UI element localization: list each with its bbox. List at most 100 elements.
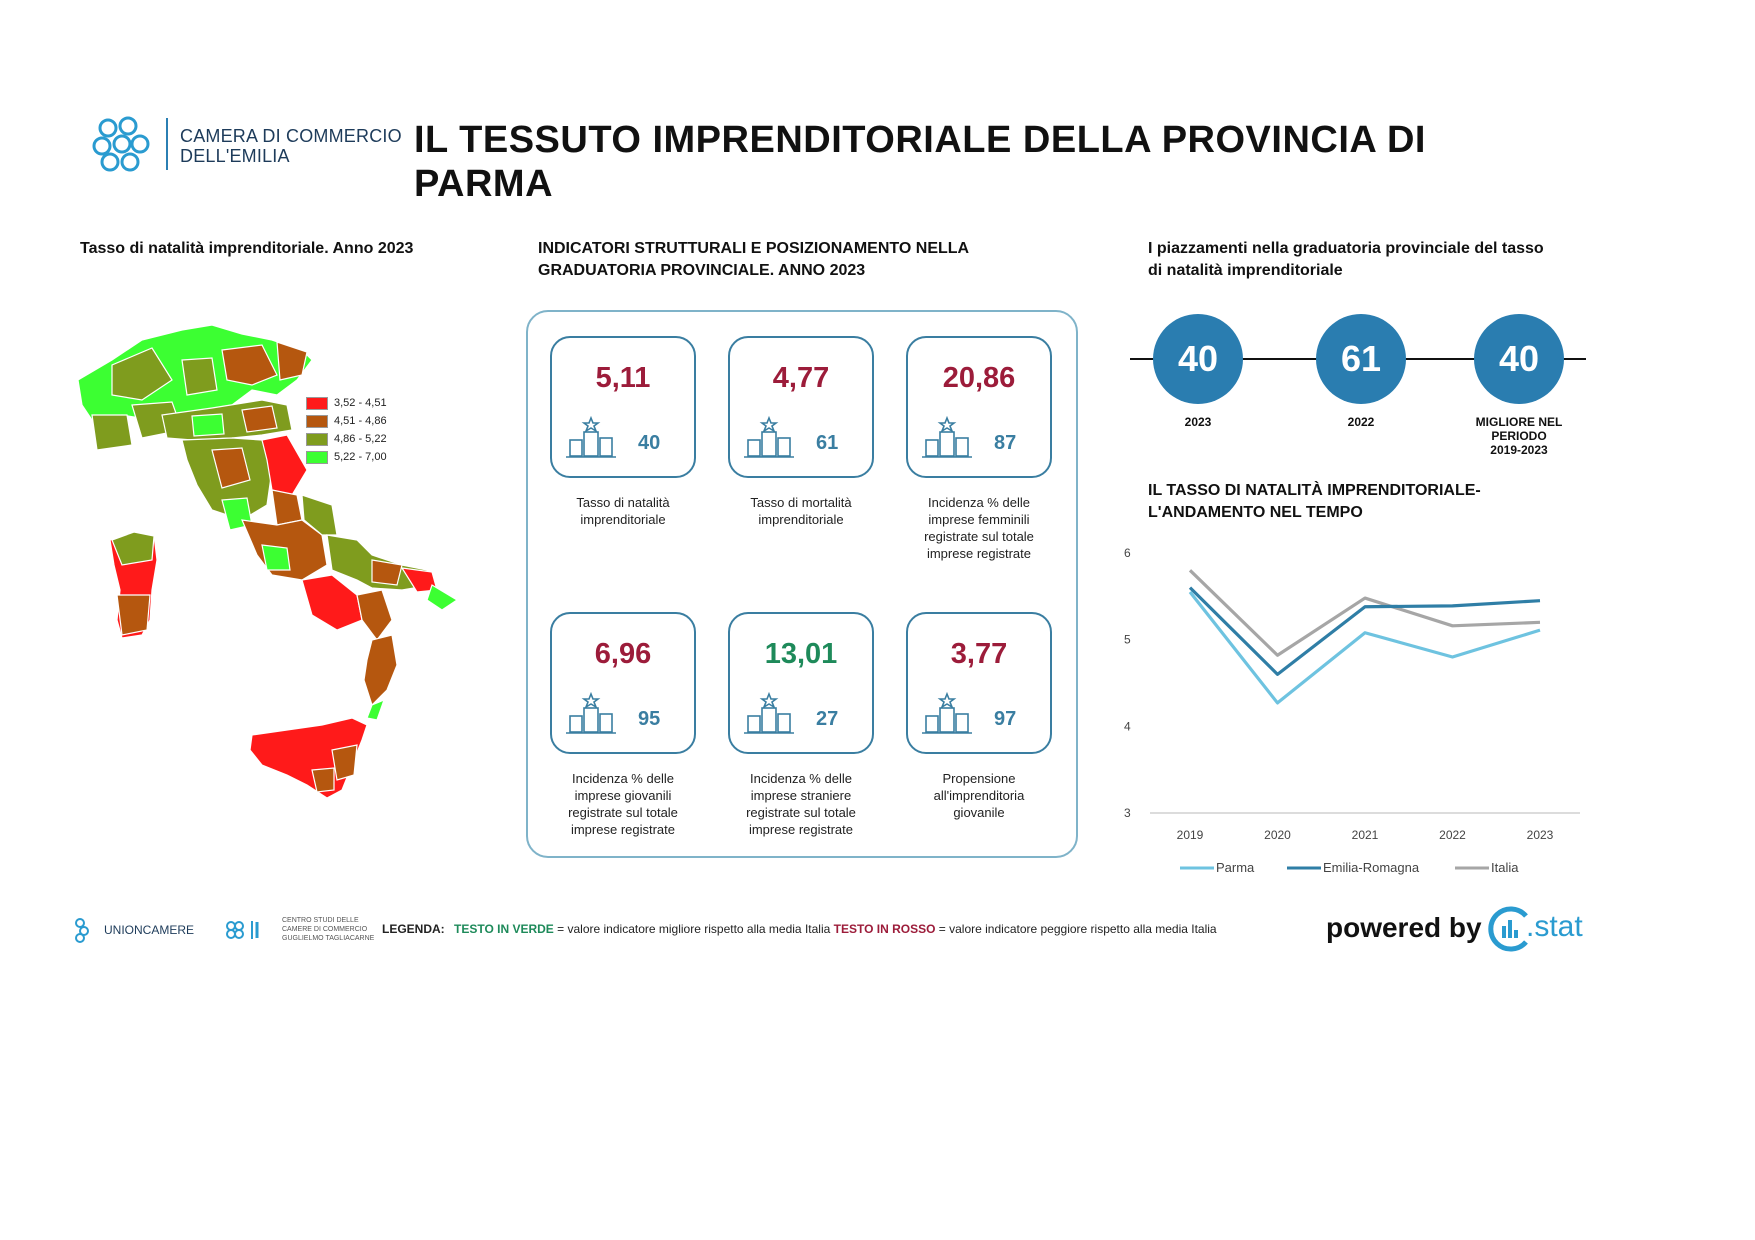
indicator-value: 4,77 [772,362,830,394]
trend-title-line2: L'ANDAMENTO NEL TEMPO [1148,504,1363,521]
indicator-rank: 95 [638,708,661,730]
indicator-caption-line: registrate sul totale [924,529,1034,544]
rank-circle: 40 [1153,314,1243,404]
indicator-value: 5,11 [595,362,651,394]
podium-icon [744,415,794,460]
indicator-caption-line: Incidenza % delle [572,771,674,786]
indicator-caption: Tasso di natalità imprenditoriale [538,494,708,528]
indicator-value: 13,01 [764,638,838,670]
indicator-caption: Incidenza % delle imprese straniere regist… [716,770,886,838]
trend-title: IL TASSO DI NATALITÀ IMPRENDITORIALE- L'… [1148,480,1481,524]
x-tick-label: 2022 [1439,828,1466,842]
indicator-card: 5,11 40 [550,336,696,478]
indicator-caption: Incidenza % delle imprese giovanili regist… [538,770,708,838]
rankings-title: I piazzamenti nella graduatoria provinci… [1148,238,1544,282]
x-tick-label: 2021 [1352,828,1379,842]
trend-chart: 3 4 5 6 2019 2020 2021 2022 2023 Parma Emilia-Roma… [1124,546,1580,875]
rank-label-line: 2023 [1184,415,1212,429]
header-separator [166,118,168,170]
legend-swatch [306,450,328,464]
indicator-rank: 40 [638,432,661,454]
series-line [1188,586,1541,676]
rank-label: 2023 [1138,415,1258,429]
indicator-card: 6,96 95 [550,612,696,754]
legend-label: 3,52 - 4,51 [334,397,387,409]
page-title-line2: PARMA [414,163,554,205]
indicator-rank: 27 [816,708,839,730]
page-title-line1: IL TESSUTO IMPRENDITORIALE DELLA PROVINC… [414,119,1426,161]
rank-label-line: 2022 [1347,415,1375,429]
map-legend: 3,52 - 4,51 4,51 - 4,86 4,86 - 5,22 5,22… [306,394,387,466]
centro-studi-label: CENTRO STUDI DELLE CAMERE DI COMMERCIO G… [282,916,374,943]
podium-icon [744,691,794,736]
rank-circle: 40 [1474,314,1564,404]
y-tick-label: 6 [1124,546,1131,560]
legend-label: Italia [1491,860,1519,875]
indicator-caption-line: Tasso di natalità [576,495,670,510]
legend-green: TESTO IN VERDE [454,922,554,936]
indicator-card: 4,77 61 [728,336,874,478]
trend-title-line1: IL TASSO DI NATALITÀ IMPRENDITORIALE- [1148,482,1481,499]
podium-icon [566,691,616,736]
indicator-card: 13,01 27 [728,612,874,754]
camera-commercio-logo [92,114,150,174]
indicator-caption-line: Incidenza % delle [750,771,852,786]
footer-legend: LEGENDA: TESTO IN VERDE = valore indicat… [382,922,1217,936]
legend-label: 4,86 - 5,22 [334,433,387,445]
indicator-caption-line: imprese straniere [750,788,852,803]
centro-studi-line2: CAMERE DI COMMERCIO [282,926,368,933]
x-tick-label: 2023 [1527,828,1554,842]
indicator-rank: 61 [816,432,839,454]
indicator-caption-line: Incidenza % delle [928,495,1030,510]
x-tick-label: 2020 [1264,828,1291,842]
map-legend-item: 4,86 - 5,22 [306,430,387,448]
legend-swatch [306,414,328,428]
map-legend-item: 3,52 - 4,51 [306,394,387,412]
unioncamere-logo [74,917,90,943]
page-title: IL TESSUTO IMPRENDITORIALE DELLA PROVINC… [414,118,1426,206]
indicators-panel [526,310,1078,858]
legend-green-text: = valore indicatore migliore rispetto al… [557,922,831,936]
indicator-caption-line: registrate sul totale [568,805,678,820]
indicator-caption-line: imprese registrate [926,546,1032,561]
centro-studi-line1: CENTRO STUDI DELLE [282,917,359,924]
org-name: CAMERA DI COMMERCIO DELL'EMILIA [180,126,402,166]
indicator-caption-line: all'imprenditoria [933,788,1025,803]
org-name-line1: CAMERA DI COMMERCIO [180,126,402,146]
org-name-line2: DELL'EMILIA [180,146,290,166]
italy-map [72,320,502,870]
map-legend-item: 5,22 - 7,00 [306,448,387,466]
indicator-caption-line: imprese registrate [748,822,854,837]
indicator-caption-line: registrate sul totale [746,805,856,820]
unioncamere-label: UNIONCAMERE [104,923,195,937]
indicators-title-line2: GRADUATORIA PROVINCIALE. ANNO 2023 [538,262,866,279]
podium-icon [922,691,972,736]
indicator-rank: 97 [994,708,1017,730]
indicators-title-line1: INDICATORI STRUTTURALI E POSIZIONAMENTO … [538,240,970,257]
indicator-card: 3,77 97 [906,612,1052,754]
map-legend-item: 4,51 - 4,86 [306,412,387,430]
series-line [1188,591,1541,705]
legend-swatch [306,432,328,446]
centro-studi-logo [224,918,274,942]
powered-by: powered by [1326,912,1482,944]
x-tick-label: 2019 [1177,828,1204,842]
legend-label: Parma [1216,860,1255,875]
legend-label: LEGENDA: [382,922,445,936]
indicator-caption-line: Tasso di mortalità [750,495,852,510]
legend-label: 4,51 - 4,86 [334,415,387,427]
indicator-caption-line: Propensione [942,771,1016,786]
legend-swatch [306,396,328,410]
indicator-caption: Tasso di mortalità imprenditoriale [716,494,886,528]
powered-by-label: powered by [1326,912,1482,943]
legend-red-text: = valore indicatore peggiore rispetto al… [938,922,1217,936]
rank-label-line: PERIODO [1491,429,1547,443]
indicator-caption-line: imprese femminili [928,512,1030,527]
podium-icon [922,415,972,460]
legend-label: 5,22 - 7,00 [334,451,387,463]
rank-label: 2022 [1301,415,1421,429]
indicator-rank: 87 [994,432,1017,454]
indicator-caption-line: giovanile [953,805,1005,820]
centro-studi-line3: GUGLIELMO TAGLIACARNE [282,935,375,942]
indicator-card: 20,86 87 [906,336,1052,478]
